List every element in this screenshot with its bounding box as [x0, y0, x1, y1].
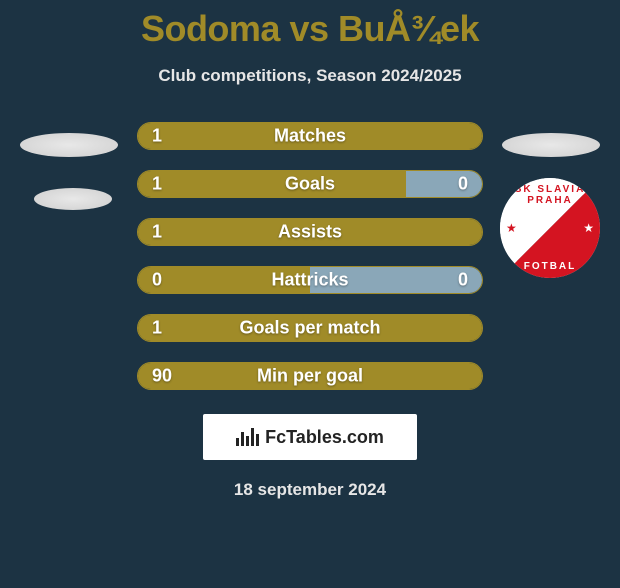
stat-row: 1 Assists [137, 218, 483, 246]
badge-text-top: SK SLAVIA PRAHA [500, 184, 600, 206]
stat-label: Goals per match [239, 318, 380, 339]
stat-value-left: 90 [152, 366, 172, 387]
brand-badge[interactable]: FcTables.com [203, 414, 417, 460]
stat-row: 1 0 Goals [137, 170, 483, 198]
club-badge-slavia: SK SLAVIA PRAHA FOTBAL ★ ★ [500, 178, 600, 278]
stat-label: Assists [278, 222, 342, 243]
stat-fill-left [138, 171, 406, 197]
badge-star-right: ★ [583, 221, 594, 235]
snapshot-date: 18 september 2024 [0, 480, 620, 500]
page-title: Sodoma vs BuÅ¾ek [0, 8, 620, 50]
stat-row: 0 0 Hattricks [137, 266, 483, 294]
stat-label: Min per goal [257, 366, 363, 387]
stat-value-left: 1 [152, 174, 162, 195]
stat-value-left: 0 [152, 270, 162, 291]
avatar-placeholder-2 [34, 188, 112, 210]
stat-value-left: 1 [152, 126, 162, 147]
stat-label: Matches [274, 126, 346, 147]
stat-label: Goals [285, 174, 335, 195]
stat-value-right: 0 [458, 270, 468, 291]
stat-row: 90 Min per goal [137, 362, 483, 390]
stat-row: 1 Goals per match [137, 314, 483, 342]
stat-value-left: 1 [152, 222, 162, 243]
brand-text: FcTables.com [265, 427, 384, 448]
stat-row: 1 Matches [137, 122, 483, 150]
avatar-placeholder-1 [20, 133, 118, 157]
badge-text-wrap: SK SLAVIA PRAHA FOTBAL ★ ★ [500, 178, 600, 278]
stat-value-left: 1 [152, 318, 162, 339]
stat-fill-right [406, 171, 482, 197]
badge-star-left: ★ [506, 221, 517, 235]
badge-text-bottom: FOTBAL [500, 261, 600, 272]
avatar-placeholder-3 [502, 133, 600, 157]
brand-bars-icon [236, 428, 259, 446]
stat-label: Hattricks [271, 270, 348, 291]
stat-value-right: 0 [458, 174, 468, 195]
season-subtitle: Club competitions, Season 2024/2025 [0, 66, 620, 86]
